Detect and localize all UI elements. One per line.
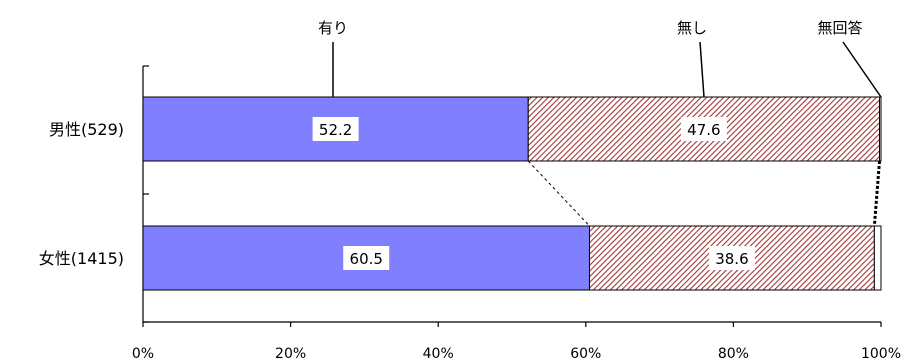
x-tick-label: 40% — [423, 346, 454, 362]
series-callout-label: 有り — [318, 19, 348, 37]
data-label: 47.6 — [687, 121, 720, 139]
series-callout-label: 無し — [677, 19, 707, 37]
callout-leader-line — [699, 41, 705, 98]
data-label-bg — [680, 117, 727, 141]
x-tick-label: 60% — [570, 346, 601, 362]
category-label: 女性(1415) — [39, 249, 124, 268]
series-line — [872, 160, 882, 227]
series-callout-label: 無回答 — [817, 19, 862, 37]
x-tick-label: 20% — [275, 346, 306, 362]
x-tick-label: 100% — [861, 346, 901, 362]
data-label: 60.5 — [350, 250, 383, 268]
x-tick-label: 0% — [132, 346, 154, 362]
category-label: 男性(529) — [49, 120, 124, 139]
data-label-bg — [343, 246, 390, 270]
data-label-bg — [312, 117, 359, 141]
plot-area: 0% 20% 40% 60% 80% 100% 男性(529) 女性(1415) 52.2 47.… — [39, 19, 901, 362]
x-tick-label: 80% — [718, 346, 749, 362]
data-label: 52.2 — [319, 121, 352, 139]
data-label-bg — [708, 246, 755, 270]
series-line — [527, 160, 590, 227]
callout-leader-line — [842, 41, 882, 98]
data-label: 38.6 — [715, 250, 748, 268]
bar-segment-mukaito — [879, 96, 882, 162]
bar-segment-mukaito — [873, 225, 882, 291]
